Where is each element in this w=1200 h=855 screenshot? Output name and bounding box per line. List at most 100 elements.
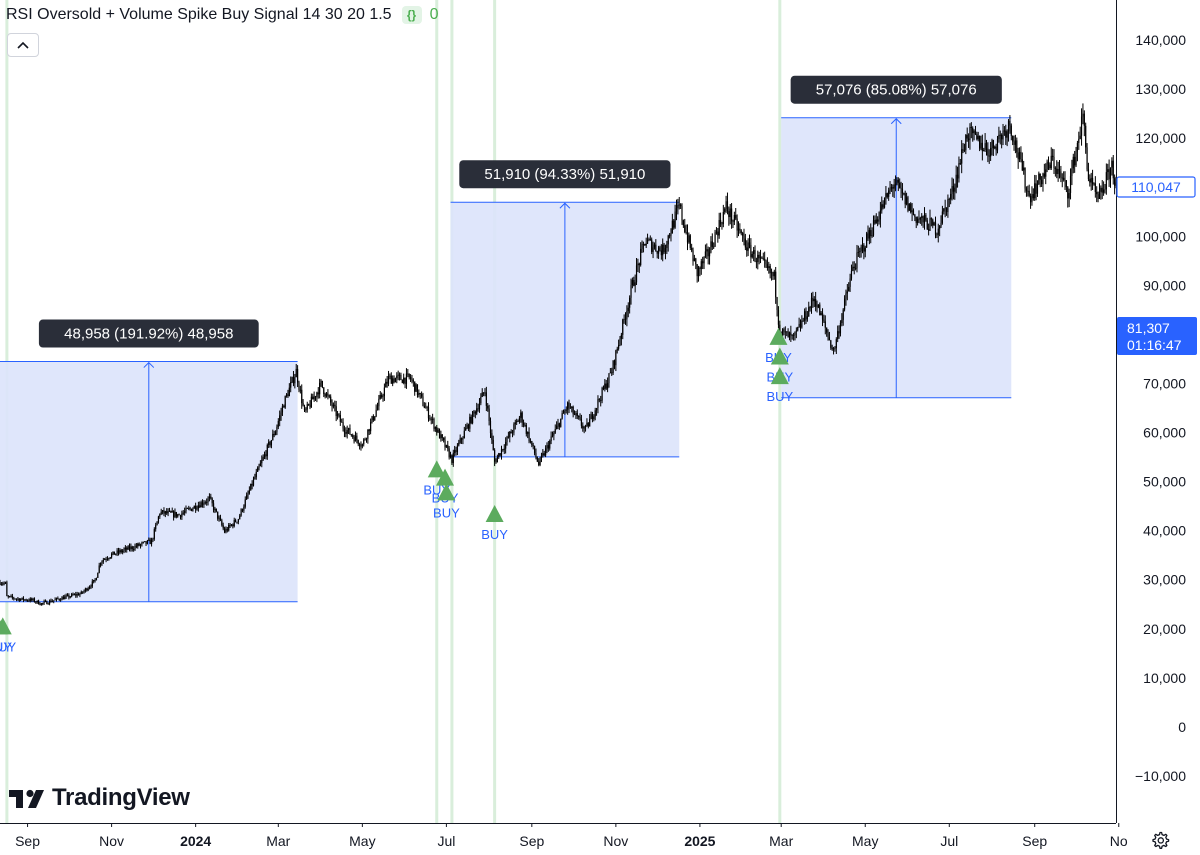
time-tick-label: May (349, 833, 375, 849)
collapse-legend-button[interactable] (7, 33, 39, 57)
candle-body (1076, 142, 1079, 152)
candle-body (254, 477, 256, 479)
candle-body (970, 126, 972, 128)
measure-arrow-head (143, 361, 155, 368)
candle-body (521, 412, 523, 423)
candle-body (838, 331, 840, 334)
candle-body (1025, 188, 1028, 191)
candle-body (572, 406, 574, 415)
candle-body (605, 383, 607, 389)
source-code-icon[interactable]: {} (401, 6, 422, 24)
candle-body (210, 496, 212, 499)
candle-body (437, 429, 439, 433)
buy-signal-marker (436, 468, 455, 486)
candle-body (848, 286, 850, 292)
candle-body (674, 211, 676, 228)
candle-body (112, 551, 114, 554)
candle-body (732, 221, 734, 223)
candle-body (969, 126, 971, 141)
candle-body (218, 517, 220, 519)
candle-body (117, 550, 120, 553)
candle-body (488, 408, 490, 421)
candle-body (816, 306, 818, 308)
candle-body (619, 338, 621, 345)
candle-body (86, 588, 88, 591)
candle-body (918, 218, 920, 220)
candle-body (356, 435, 358, 441)
candle-body (341, 421, 343, 423)
candle-body (240, 509, 242, 516)
candle-body (600, 400, 602, 401)
candle-body (65, 595, 67, 597)
candle-body (772, 272, 774, 277)
candle-body (403, 377, 405, 384)
candle-body (753, 250, 755, 254)
candle-body (276, 426, 278, 432)
price-axis[interactable]: 140,000130,000120,000110,000100,00090,00… (1135, 32, 1186, 784)
candle-body (98, 565, 100, 573)
candle-body (857, 251, 859, 253)
candle-body (14, 598, 16, 600)
candle-body (115, 553, 117, 555)
candle-body (835, 339, 837, 349)
candle-body (82, 591, 84, 593)
candle-body (635, 265, 638, 283)
candle-body (837, 331, 839, 340)
candle-body (877, 219, 879, 222)
indicator-legend[interactable]: RSI Oversold + Volume Spike Buy Signal 1… (6, 4, 438, 26)
candle-body (622, 319, 624, 335)
candle-body (783, 329, 785, 332)
candle-body (258, 466, 260, 468)
price-tick-label: 90,000 (1143, 277, 1186, 293)
candle-body (976, 134, 978, 140)
candle-body (894, 184, 897, 186)
candle-body (556, 425, 558, 430)
candle-body (404, 377, 406, 384)
candle-body (795, 330, 797, 332)
indicator-title[interactable]: RSI Oversold + Volume Spike Buy Signal 1… (6, 6, 392, 23)
candle-body (233, 520, 235, 527)
candle-body (560, 418, 562, 427)
candle-body (161, 510, 164, 512)
candle-body (197, 505, 199, 509)
candle-body (1010, 125, 1012, 136)
candle-body (656, 250, 658, 254)
candle-body (113, 551, 115, 555)
tradingview-watermark: TradingView (8, 784, 190, 812)
candle-body (1006, 131, 1008, 138)
candle-body (18, 598, 20, 601)
candle-body (535, 453, 537, 458)
candle-body (408, 373, 410, 378)
candle-body (243, 506, 245, 511)
candle-body (580, 419, 583, 426)
candle-body (582, 425, 584, 429)
candle-body (758, 254, 760, 259)
candle-body (314, 396, 317, 398)
candle-body (383, 387, 385, 397)
candle-body (832, 348, 835, 350)
candle-body (485, 392, 487, 406)
candle-body (510, 431, 512, 434)
candle-body (44, 601, 47, 602)
candle-body (653, 244, 656, 248)
candle-body (193, 505, 195, 509)
candle-body (794, 331, 796, 336)
candle-body (470, 416, 472, 424)
candle-body (1069, 176, 1072, 193)
candle-body (947, 199, 949, 213)
candle-body (499, 453, 501, 456)
candle-body (995, 146, 997, 151)
candle-body (839, 323, 842, 334)
candle-body (108, 558, 110, 560)
candle-body (418, 393, 420, 396)
chart-settings-button[interactable] (1150, 830, 1170, 850)
buy-signals-layer: BUYBUYBUYBUYBUYBUYBUYBUYBUY (0, 327, 794, 654)
candle-body (444, 440, 446, 448)
candle-body (912, 210, 915, 215)
candle-body (900, 187, 902, 189)
candle-body (764, 258, 766, 261)
candle-body (49, 600, 51, 604)
time-axis[interactable]: Sep Nov 2024 Mar May Jul Sep Nov 2025 Mar May Jul Se… (15, 823, 1128, 849)
candle-body (235, 520, 237, 523)
